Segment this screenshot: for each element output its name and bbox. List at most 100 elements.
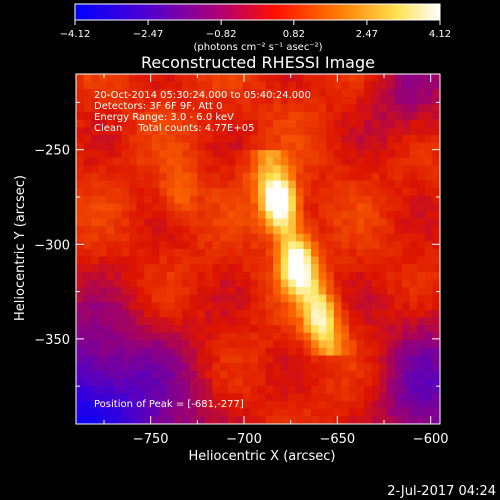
heatmap-cell: [98, 134, 107, 143]
heatmap-cell: [121, 127, 130, 136]
heatmap-cell: [106, 393, 115, 402]
heatmap-cell: [121, 256, 130, 265]
heatmap-cell: [189, 340, 198, 349]
heatmap-cell: [424, 363, 433, 372]
heatmap-cell: [235, 264, 244, 273]
heatmap-cell: [220, 340, 229, 349]
heatmap-cell: [371, 142, 380, 151]
heatmap-cell: [280, 218, 289, 227]
heatmap-cell: [288, 150, 297, 159]
heatmap-cell: [235, 104, 244, 113]
heatmap-cell: [349, 401, 357, 410]
heatmap-cell: [424, 401, 433, 410]
heatmap-cell: [98, 142, 107, 151]
heatmap-cell: [250, 393, 259, 402]
heatmap-cell: [227, 157, 236, 166]
heatmap-cell: [394, 393, 403, 402]
heatmap-cell: [265, 416, 274, 425]
heatmap-cell: [174, 165, 183, 174]
heatmap-cell: [265, 142, 274, 151]
heatmap-cell: [424, 249, 433, 258]
heatmap-cell: [402, 332, 411, 341]
heatmap-cell: [402, 188, 411, 197]
heatmap-cell: [386, 309, 395, 318]
heatmap-cell: [227, 203, 236, 212]
heatmap-cell: [432, 363, 441, 372]
heatmap-cell: [379, 180, 388, 189]
heatmap-cell: [106, 302, 115, 311]
heatmap-cell: [341, 355, 350, 364]
heatmap-cell: [273, 104, 282, 113]
heatmap-cell: [432, 302, 441, 311]
colorbar-ticks: −4.12 −2.47 −0.82 0.82 2.47 4.12: [60, 20, 451, 40]
heatmap-cell: [227, 241, 236, 250]
heatmap-cell: [311, 370, 320, 379]
heatmap-cell: [311, 317, 320, 326]
heatmap-cell: [265, 172, 274, 181]
heatmap-cell: [182, 210, 191, 219]
heatmap-cell: [311, 249, 320, 258]
heatmap-cell: [212, 74, 221, 83]
heatmap-cell: [204, 340, 213, 349]
heatmap-cell: [349, 119, 357, 128]
heatmap-cell: [341, 96, 350, 105]
heatmap-cell: [242, 172, 251, 181]
heatmap-cell: [273, 249, 282, 258]
heatmap-cell: [318, 218, 327, 227]
heatmap-cell: [174, 363, 183, 372]
heatmap-cell: [129, 294, 138, 303]
heatmap-cell: [129, 256, 138, 265]
heatmap-cell: [318, 150, 327, 159]
heatmap-cell: [379, 340, 388, 349]
heatmap-cell: [318, 96, 327, 105]
heatmap-cell: [106, 150, 115, 159]
heatmap-cell: [273, 127, 282, 136]
heatmap-cell: [295, 302, 304, 311]
heatmap-cell: [136, 355, 145, 364]
heatmap-cell: [333, 218, 342, 227]
heatmap-cell: [341, 347, 350, 356]
heatmap-cell: [197, 347, 206, 356]
heatmap-cell: [364, 317, 373, 326]
heatmap-cell: [409, 195, 418, 204]
heatmap-cell: [189, 347, 198, 356]
heatmap-cell: [250, 279, 259, 288]
heatmap-cell: [189, 332, 198, 341]
heatmap-cell: [98, 96, 107, 105]
heatmap-cell: [318, 332, 327, 341]
heatmap-cell: [349, 180, 357, 189]
heatmap-cell: [144, 89, 153, 98]
heatmap-cell: [98, 416, 107, 425]
heatmap-cell: [174, 401, 183, 410]
heatmap-cell: [204, 218, 213, 227]
heatmap-cell: [318, 226, 327, 235]
heatmap-cell: [98, 408, 107, 417]
heatmap-cell: [144, 188, 153, 197]
heatmap-cell: [417, 134, 426, 143]
heatmap-cell: [76, 165, 84, 174]
heatmap-cell: [288, 74, 297, 83]
heatmap-cell: [129, 218, 138, 227]
heatmap-cell: [288, 317, 297, 326]
heatmap-cell: [379, 112, 388, 121]
heatmap-cell: [409, 127, 418, 136]
heatmap-cell: [235, 233, 244, 242]
heatmap-cell: [424, 408, 433, 417]
heatmap-cell: [159, 165, 168, 174]
heatmap-cell: [189, 195, 198, 204]
heatmap-cell: [371, 325, 380, 334]
annotation-time-range: 20-Oct-2014 05:30:24.000 to 05:40:24.000: [94, 90, 311, 101]
heatmap-cell: [91, 294, 100, 303]
heatmap-cell: [273, 363, 282, 372]
heatmap-cell: [242, 264, 251, 273]
heatmap-cell: [311, 180, 320, 189]
heatmap-cell: [129, 157, 138, 166]
heatmap-cell: [409, 347, 418, 356]
heatmap-cell: [113, 325, 122, 334]
heatmap-cell: [242, 332, 251, 341]
heatmap-cell: [83, 271, 92, 280]
heatmap-cell: [121, 416, 130, 425]
heatmap-cell: [174, 279, 183, 288]
annotation-block: 20-Oct-2014 05:30:24.000 to 05:40:24.000…: [94, 90, 311, 134]
heatmap-cell: [402, 81, 411, 90]
